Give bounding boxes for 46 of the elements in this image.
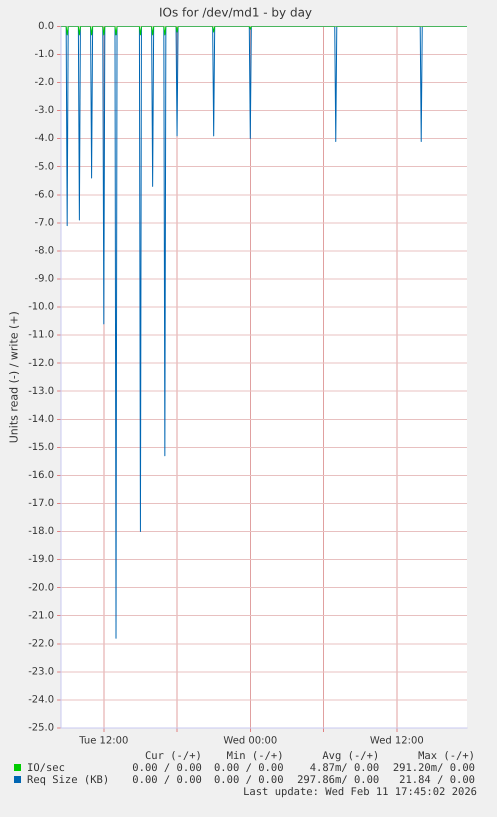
y-tick-label: -4.0 [34,133,54,144]
y-tick-label: 0.0 [38,20,54,32]
text: 0.00 / 0.00 [131,774,203,786]
x-tick-label: Wed 00:00 [223,736,278,747]
chart-title: IOs for /dev/md1 - by day [158,5,312,20]
y-tick-label: -19.0 [28,554,54,566]
y-tick-label: -5.0 [34,161,54,172]
y-tick-label: -13.0 [28,386,54,397]
y-tick-label: -3.0 [34,105,54,116]
y-tick-label: -16.0 [28,470,54,482]
text: Avg (-/+) [321,750,380,762]
y-tick-label: -21.0 [28,610,54,622]
text: 0.00 / 0.00 [212,774,285,786]
y-tick-label: -6.0 [34,189,54,200]
text: Cur (-/+) [144,750,203,762]
x-tick-label: Tue 12:00 [78,736,128,747]
y-axis-title: Units read (-) / write (+) [7,311,20,444]
y-tick-label: -17.0 [28,498,54,510]
text: Min (-/+) [226,750,285,762]
y-tick-label: -23.0 [28,666,54,678]
y-tick-label: -10.0 [28,302,54,313]
text: 4.87m/ 0.00 [308,762,380,774]
y-tick-label: -12.0 [28,358,54,369]
text: 297.86m/ 0.00 [296,774,380,786]
y-tick-label: -11.0 [28,330,54,341]
legend-label: IO/sec [26,762,66,774]
y-tick-label: -15.0 [28,442,54,453]
y-tick-label: -9.0 [34,274,54,285]
y-tick-label: -18.0 [28,526,54,538]
x-tick-label: Wed 12:00 [370,736,424,747]
text: 0.00 / 0.00 [131,762,203,774]
text: 0.00 / 0.00 [212,762,285,774]
text: Last update: Wed Feb 11 17:45:02 2026 [242,786,477,798]
y-tick-label: -8.0 [34,246,54,257]
y-tick-label: -1.0 [34,49,54,60]
y-tick-label: -2.0 [34,77,54,88]
text: Max (-/+) [417,750,476,762]
y-tick-label: -20.0 [28,582,54,594]
legend-label: Req Size (KB) [26,774,110,786]
y-tick-label: -22.0 [28,638,54,650]
y-tick-label: -7.0 [34,217,54,228]
text: 21.84 / 0.00 [398,774,476,786]
y-tick-label: -25.0 [28,722,54,734]
text: 291.20m/ 0.00 [392,762,476,774]
y-tick-label: -24.0 [28,694,54,706]
y-tick-label: -14.0 [28,414,54,425]
